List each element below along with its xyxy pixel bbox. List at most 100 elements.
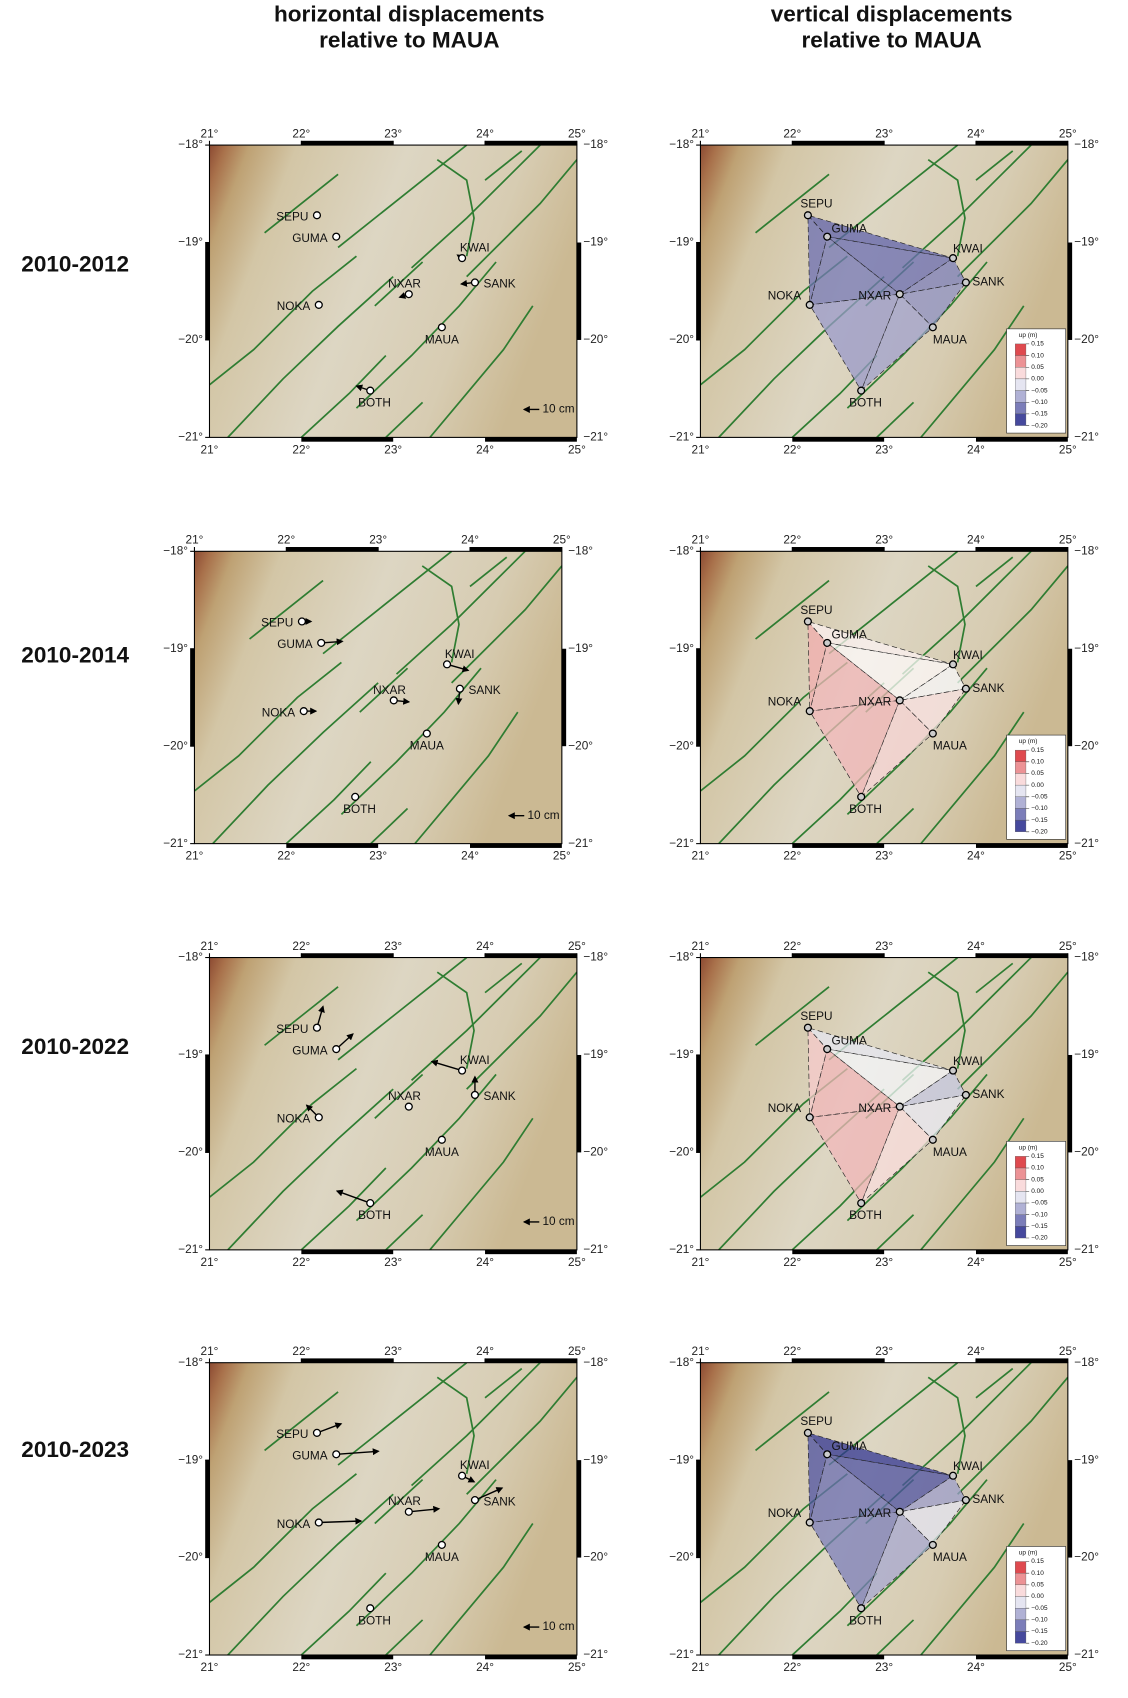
column-title: relative to MAUA bbox=[801, 27, 981, 52]
station-label: BOTH bbox=[849, 1613, 882, 1627]
x-tick-label: 24° bbox=[967, 1344, 985, 1358]
station-label: SEPU bbox=[800, 1414, 832, 1428]
y-tick-label: −21° bbox=[1074, 1647, 1099, 1661]
frame-band bbox=[792, 953, 884, 957]
x-tick-label: 21° bbox=[201, 126, 219, 140]
station-label: MAUA bbox=[425, 1550, 459, 1564]
x-tick-label: 22° bbox=[292, 1344, 310, 1358]
frame-band bbox=[577, 243, 581, 340]
station bbox=[333, 1046, 340, 1053]
y-tick-label: −20° bbox=[669, 332, 694, 346]
colorbar-segment bbox=[1015, 1203, 1026, 1215]
station bbox=[459, 1067, 466, 1074]
colorbar-segment bbox=[1015, 1215, 1026, 1227]
map-panel: up (m)0.150.100.050.00−0.05−0.10−0.15−0.… bbox=[700, 1363, 1067, 1655]
terrain bbox=[194, 551, 561, 843]
x-tick-label: 22° bbox=[292, 126, 310, 140]
legend-tick-label: −0.05 bbox=[1031, 1605, 1048, 1612]
station-label: SANK bbox=[484, 1089, 516, 1103]
x-tick-label: 23° bbox=[369, 849, 387, 863]
station bbox=[333, 1451, 340, 1458]
legend-tick-label: 0.00 bbox=[1031, 376, 1044, 383]
station-label: MAUA bbox=[933, 739, 967, 753]
station bbox=[824, 639, 831, 646]
station-label: SANK bbox=[484, 277, 516, 291]
x-tick-label: 22° bbox=[292, 1660, 310, 1674]
x-tick-label: 21° bbox=[692, 126, 710, 140]
y-tick-label: −21° bbox=[178, 430, 203, 444]
station-label: BOTH bbox=[849, 802, 882, 816]
station-label: SANK bbox=[972, 681, 1004, 695]
station-label: GUMA bbox=[831, 221, 867, 235]
y-tick-label: −21° bbox=[669, 1647, 694, 1661]
station bbox=[438, 324, 445, 331]
station-label: SEPU bbox=[800, 197, 832, 211]
station-label: SANK bbox=[468, 683, 500, 697]
station-label: KWAI bbox=[953, 1459, 983, 1473]
x-tick-label: 22° bbox=[783, 849, 801, 863]
frame-band bbox=[976, 953, 1068, 957]
legend-title: up (m) bbox=[1019, 738, 1038, 745]
legend-tick-label: 0.10 bbox=[1031, 352, 1044, 359]
station-label: KWAI bbox=[953, 242, 983, 256]
station bbox=[315, 1519, 322, 1526]
frame-band bbox=[976, 1358, 1068, 1362]
y-tick-label: −20° bbox=[163, 738, 188, 752]
station bbox=[459, 255, 466, 262]
colorbar-segment bbox=[1015, 750, 1026, 762]
y-tick-label: −19° bbox=[1074, 641, 1099, 655]
legend-tick-label: 0.10 bbox=[1031, 1570, 1044, 1577]
x-tick-label: 23° bbox=[384, 939, 402, 953]
y-tick-label: −18° bbox=[1074, 950, 1099, 964]
legend-tick-label: 0.15 bbox=[1031, 1153, 1044, 1160]
x-tick-label: 23° bbox=[875, 849, 893, 863]
legend-tick-label: −0.05 bbox=[1031, 1200, 1048, 1207]
station-label: GUMA bbox=[292, 1043, 328, 1057]
frame-band bbox=[205, 1055, 209, 1152]
x-tick-label: 24° bbox=[461, 533, 479, 547]
station bbox=[300, 708, 307, 715]
x-tick-label: 23° bbox=[875, 939, 893, 953]
legend-tick-label: −0.15 bbox=[1031, 817, 1048, 824]
station-label: SANK bbox=[972, 1492, 1004, 1506]
frame-band bbox=[696, 649, 700, 746]
y-tick-label: −21° bbox=[1074, 430, 1099, 444]
x-tick-label: 25° bbox=[568, 1660, 586, 1674]
station bbox=[962, 1091, 969, 1098]
y-tick-label: −18° bbox=[568, 543, 593, 557]
x-tick-label: 24° bbox=[967, 533, 985, 547]
station bbox=[438, 1541, 445, 1548]
y-tick-label: −18° bbox=[583, 137, 608, 151]
station bbox=[858, 387, 865, 394]
station-label: GUMA bbox=[277, 637, 313, 651]
frame-band bbox=[577, 1460, 581, 1557]
station bbox=[929, 1136, 936, 1143]
colorbar-segment bbox=[1015, 402, 1026, 414]
station bbox=[367, 1200, 374, 1207]
frame-band bbox=[792, 844, 884, 848]
station-label: KWAI bbox=[460, 1458, 490, 1472]
x-tick-label: 22° bbox=[277, 533, 295, 547]
x-tick-label: 21° bbox=[201, 1255, 219, 1269]
y-tick-label: −20° bbox=[568, 738, 593, 752]
station-label: KWAI bbox=[460, 1053, 490, 1067]
colorbar-segment bbox=[1015, 344, 1026, 356]
y-tick-label: −19° bbox=[178, 1047, 203, 1061]
station-label: NOKA bbox=[768, 1506, 802, 1520]
frame-band bbox=[792, 1358, 884, 1362]
y-tick-label: −20° bbox=[583, 332, 608, 346]
y-tick-label: −19° bbox=[583, 1452, 608, 1466]
map-panel: 10 cmSEPUGUMAKWAISANKNXARNOKAMAUABOTH bbox=[209, 958, 576, 1250]
y-tick-label: −21° bbox=[1074, 836, 1099, 850]
station-label: NOKA bbox=[262, 705, 296, 719]
station bbox=[471, 1091, 478, 1098]
y-tick-label: −19° bbox=[163, 641, 188, 655]
station-label: SANK bbox=[972, 275, 1004, 289]
station bbox=[459, 1472, 466, 1479]
map-panel: 10 cmSEPUGUMAKWAISANKNXARNOKAMAUABOTH bbox=[209, 145, 576, 437]
y-tick-label: −18° bbox=[669, 543, 694, 557]
station-label: MAUA bbox=[410, 739, 444, 753]
station-label: NOKA bbox=[768, 695, 802, 709]
colorbar-segment bbox=[1015, 1597, 1026, 1609]
frame-band bbox=[792, 1250, 884, 1254]
